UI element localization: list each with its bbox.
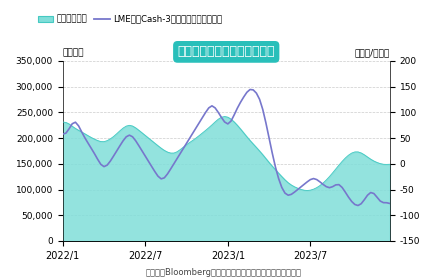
Text: （トン）: （トン） <box>63 48 84 57</box>
Text: （ドル/トン）: （ドル/トン） <box>354 48 390 57</box>
Title: 銅の取引所在庫とスプレッド: 銅の取引所在庫とスプレッド <box>177 45 275 58</box>
Text: （出所：Bloombergより住友商事グローバルリサーチ作成）: （出所：Bloombergより住友商事グローバルリサーチ作成） <box>146 268 302 277</box>
Legend: 銅取引所在庫, LME銅　Cash-3か月スプレッド（右）: 銅取引所在庫, LME銅 Cash-3か月スプレッド（右） <box>34 11 226 27</box>
